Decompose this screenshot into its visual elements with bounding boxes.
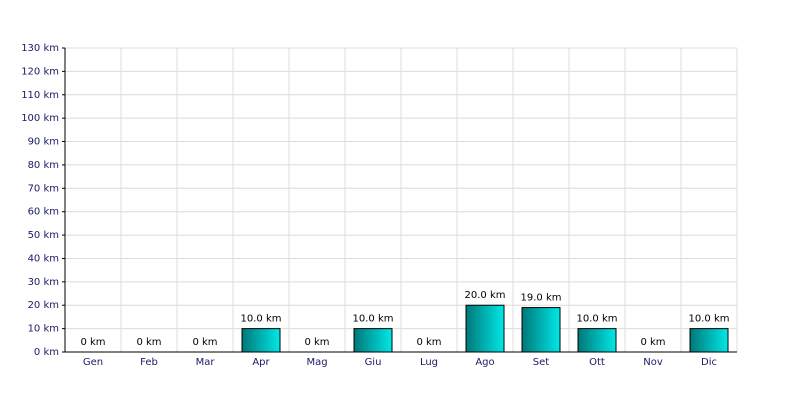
y-tick-label: 0 km — [34, 347, 59, 358]
y-tick-label: 130 km — [21, 43, 59, 54]
value-label: 0 km — [192, 337, 217, 348]
x-tick-label: Giu — [365, 357, 382, 368]
bar — [465, 304, 505, 353]
x-tick-label: Ago — [475, 357, 494, 368]
x-tick-label: Mar — [196, 357, 216, 368]
value-label: 0 km — [416, 337, 441, 348]
y-tick-label: 100 km — [21, 113, 59, 124]
y-tick-label: 10 km — [28, 324, 59, 335]
x-tick-label: Nov — [643, 357, 663, 368]
value-label: 10.0 km — [689, 314, 730, 325]
bar — [521, 307, 561, 353]
bar — [689, 328, 729, 353]
bar — [353, 328, 393, 353]
value-label: 20.0 km — [465, 290, 506, 301]
y-tick-label: 60 km — [28, 207, 59, 218]
value-label: 0 km — [304, 337, 329, 348]
x-tick-label: Ott — [589, 357, 605, 368]
y-tick-label: 40 km — [28, 253, 59, 264]
x-tick-label: Lug — [420, 357, 438, 368]
y-tick-label: 50 km — [28, 230, 59, 241]
y-tick-label: 30 km — [28, 277, 59, 288]
x-tick-label: Dic — [701, 357, 717, 368]
y-tick-label: 110 km — [21, 90, 59, 101]
value-label: 0 km — [136, 337, 161, 348]
value-label: 0 km — [80, 337, 105, 348]
value-label: 10.0 km — [577, 314, 618, 325]
x-tick-label: Mag — [306, 357, 327, 368]
x-tick-label: Set — [533, 357, 550, 368]
value-label: 10.0 km — [353, 314, 394, 325]
x-tick-label: Feb — [140, 357, 158, 368]
y-tick-label: 70 km — [28, 183, 59, 194]
value-label: 19.0 km — [521, 293, 562, 304]
y-tick-label: 90 km — [28, 137, 59, 148]
x-tick-label: Gen — [83, 357, 103, 368]
bar — [577, 328, 617, 353]
y-tick-label: 80 km — [28, 160, 59, 171]
value-label: 10.0 km — [241, 314, 282, 325]
y-tick-label: 20 km — [28, 300, 59, 311]
value-label: 0 km — [640, 337, 665, 348]
x-tick-label: Apr — [252, 357, 270, 368]
bar — [241, 328, 281, 353]
y-tick-label: 120 km — [21, 66, 59, 77]
